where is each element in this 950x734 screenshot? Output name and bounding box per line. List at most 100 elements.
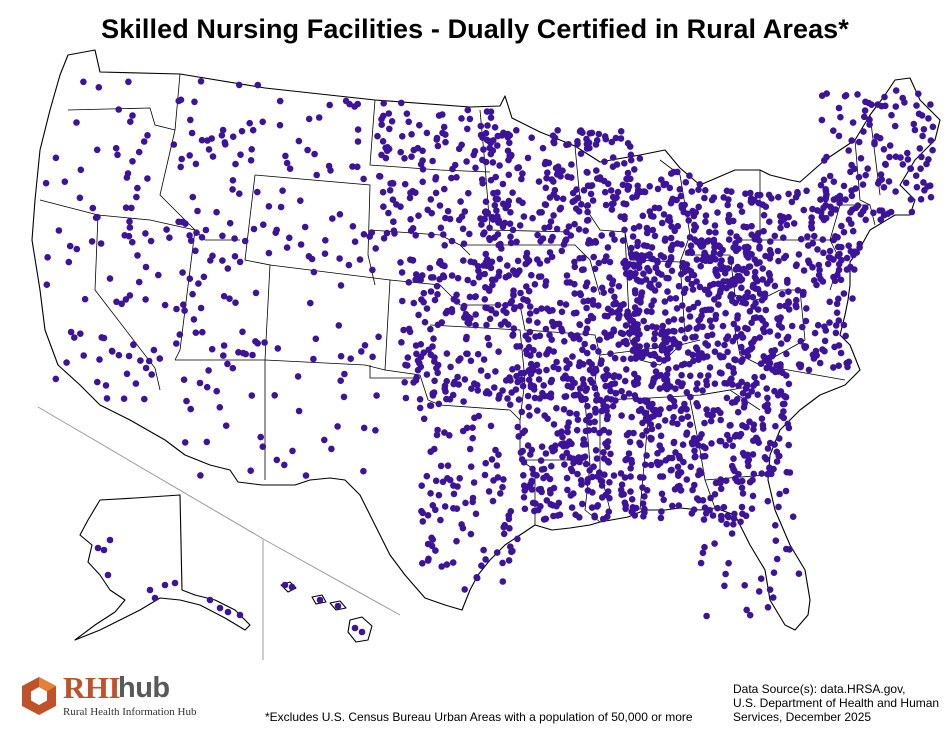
facility-marker [705,372,712,379]
facility-marker [632,251,640,258]
facility-marker [126,292,134,299]
facility-marker [759,265,766,272]
facility-marker [816,266,823,274]
facility-marker [643,427,650,435]
facility-marker [449,559,457,566]
facility-marker [702,212,710,219]
facility-marker [626,438,634,446]
facility-marker [496,392,503,399]
facility-marker [404,354,412,361]
facility-marker [636,397,644,405]
facility-marker [589,343,597,351]
facility-marker [737,518,744,526]
facility-marker [754,391,761,399]
facility-marker [658,508,665,515]
facility-marker [550,212,557,219]
facility-marker [738,343,745,351]
facility-marker [742,190,749,197]
facility-marker [800,267,808,274]
facility-marker [571,197,578,204]
facility-marker [604,312,611,320]
facility-marker [609,154,617,161]
facility-marker [186,275,194,283]
facility-marker [751,268,759,276]
facility-marker [100,546,108,554]
facility-marker [480,356,488,363]
facility-marker [428,231,435,239]
facility-marker [482,250,490,258]
facility-marker [735,382,742,390]
facility-marker [665,365,672,373]
facility-marker [425,346,432,354]
facility-marker [502,204,510,212]
facility-marker [749,451,757,458]
facility-marker [77,166,85,174]
facility-marker [580,266,587,273]
facility-marker [416,396,424,403]
facility-marker [833,300,841,308]
facility-marker [528,478,536,485]
facility-marker [612,134,620,142]
facility-marker [134,252,141,259]
facility-marker [206,596,214,604]
facility-marker [581,340,588,348]
facility-marker [405,279,413,286]
facility-marker [479,156,486,164]
facility-marker [618,387,625,395]
facility-marker [793,303,800,311]
facility-marker [865,99,872,107]
facility-marker [539,389,546,397]
facility-marker [681,360,688,368]
facility-marker [840,321,848,329]
facility-marker [443,395,450,403]
facility-marker [512,270,519,278]
facility-marker [834,234,841,241]
facility-marker [920,126,928,133]
facility-marker [329,215,336,222]
facility-marker [842,332,849,340]
facility-marker [409,225,417,232]
facility-marker [665,318,672,325]
facility-marker [546,194,554,201]
facility-marker [402,394,410,402]
facility-marker [360,175,367,183]
facility-marker [631,381,638,389]
facility-marker [845,147,852,154]
data-source-line-1: Data Source(s): data.HRSA.gov, [733,682,906,696]
facility-marker [439,111,446,118]
facility-marker [509,332,516,339]
facility-marker [849,227,857,235]
facility-marker [535,273,543,281]
facility-marker [628,250,635,258]
facility-marker [658,446,665,453]
facility-marker [811,232,818,240]
facility-marker [378,115,385,123]
facility-marker [702,510,710,517]
facility-marker [759,317,766,324]
facility-marker [545,159,553,167]
facility-marker [627,317,634,324]
facility-marker [505,515,513,523]
facility-marker [641,493,648,500]
facility-marker [525,483,532,491]
facility-marker [423,305,431,312]
facility-marker [717,512,725,520]
facility-marker [638,289,646,296]
facility-marker [727,258,735,266]
facility-marker [655,410,663,418]
facility-marker [589,197,597,204]
facility-marker [246,119,253,127]
rhihub-logo: RHI hub Rural Health Information Hub [18,670,208,722]
facility-marker [432,189,440,197]
facility-marker [696,181,704,188]
facility-marker [631,287,639,294]
facility-marker [840,228,848,236]
facility-marker [672,449,679,456]
facility-marker [501,219,509,227]
facility-marker [762,252,769,260]
facility-marker [678,270,685,278]
facility-marker [531,507,538,515]
facility-marker [758,470,765,477]
facility-marker [179,269,186,276]
facility-marker [94,378,101,386]
